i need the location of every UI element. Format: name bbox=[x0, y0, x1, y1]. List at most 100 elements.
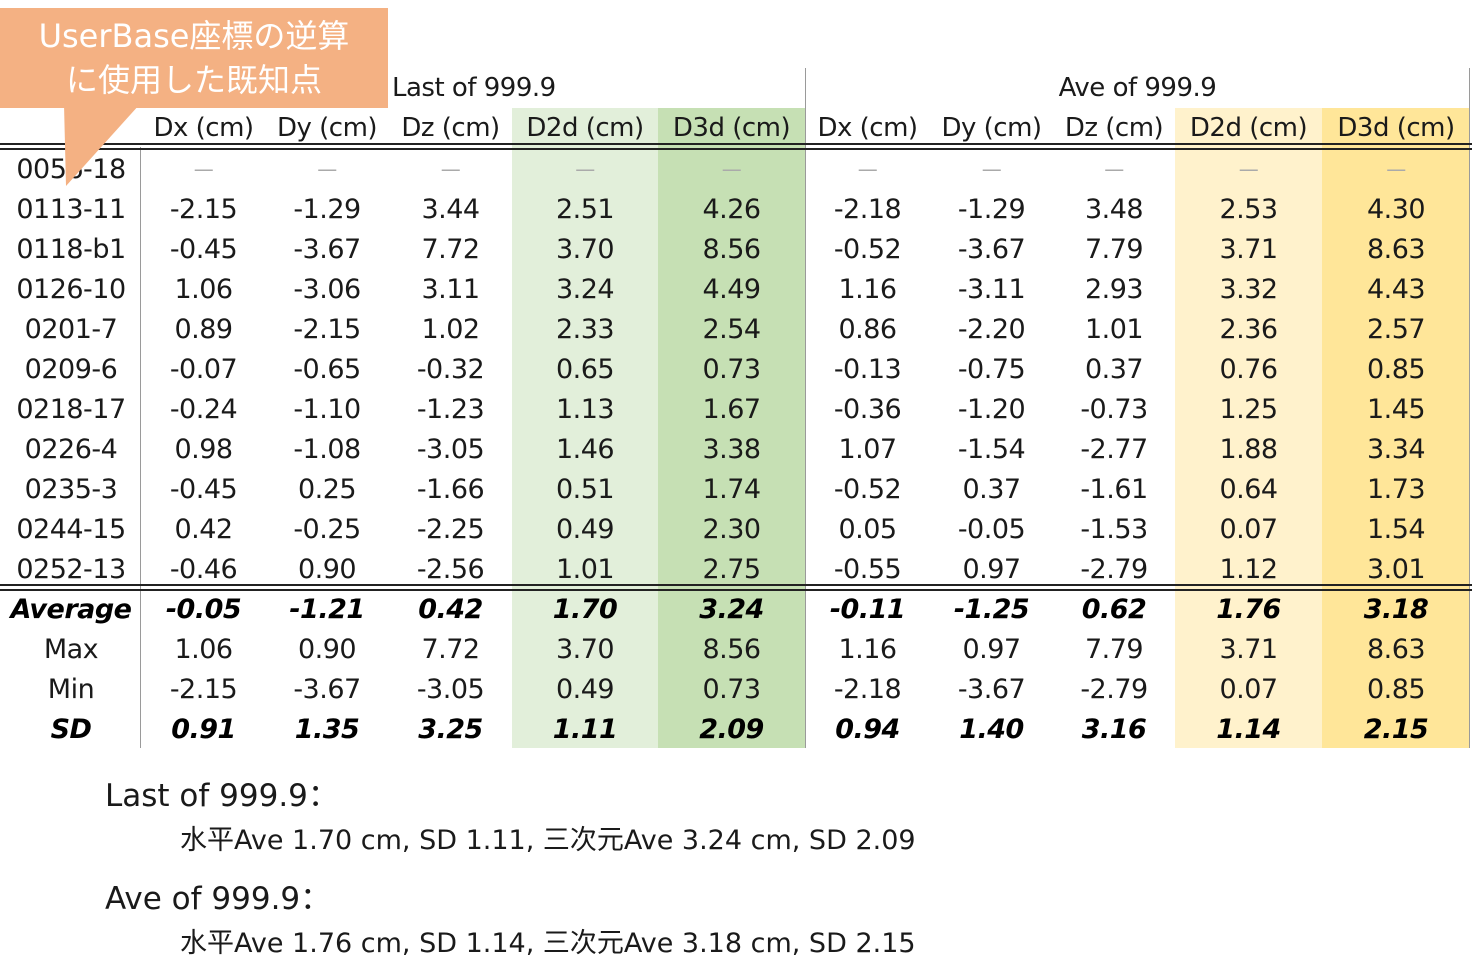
table-cell: — bbox=[857, 157, 878, 181]
table-cell: — bbox=[1104, 157, 1124, 181]
row-id: 0226-4 bbox=[24, 433, 118, 465]
table-cell: -0.05 bbox=[957, 513, 1026, 545]
divider-groups bbox=[805, 68, 806, 748]
table-cell: — bbox=[1238, 157, 1259, 181]
table-cell: — bbox=[193, 157, 214, 181]
table-cell: -0.45 bbox=[169, 233, 238, 265]
stat-cell: 0.94 bbox=[835, 713, 900, 745]
divider-right-edge bbox=[1469, 68, 1470, 748]
table-cell: -0.25 bbox=[293, 513, 361, 545]
table-cell: 1.13 bbox=[555, 393, 615, 425]
row-id: 0218-17 bbox=[16, 393, 126, 425]
stat-cell: -1.21 bbox=[289, 593, 365, 625]
table-cell: 3.71 bbox=[1219, 233, 1278, 265]
table-cell: -0.46 bbox=[169, 553, 238, 585]
table-cell: -2.15 bbox=[169, 193, 238, 225]
table-cell: 0.37 bbox=[962, 473, 1021, 505]
column-header: D2d (cm) bbox=[526, 113, 644, 143]
table-cell: 3.44 bbox=[421, 193, 480, 225]
stat-cell: 0.49 bbox=[555, 673, 615, 705]
summary-title-ave: Ave of 999.9： bbox=[105, 881, 332, 917]
table-cell: -2.25 bbox=[416, 513, 485, 545]
table-cell: 1.12 bbox=[1219, 553, 1278, 585]
table-cell: — bbox=[1386, 157, 1406, 181]
column-header: Dy (cm) bbox=[941, 113, 1042, 143]
stat-cell: -3.67 bbox=[957, 673, 1026, 705]
table-cell: 7.72 bbox=[421, 233, 480, 265]
table-cell: 3.24 bbox=[555, 273, 615, 305]
table-cell: 0.97 bbox=[962, 553, 1021, 585]
row-id: 0201-7 bbox=[24, 313, 118, 345]
table-cell: 3.01 bbox=[1366, 553, 1426, 585]
table-cell: 2.36 bbox=[1219, 313, 1278, 345]
column-header: D2d (cm) bbox=[1189, 113, 1308, 143]
row-id: 0126-10 bbox=[16, 273, 126, 305]
stat-cell: 3.71 bbox=[1219, 633, 1278, 665]
table-cell: 1.01 bbox=[1084, 313, 1144, 345]
table-cell: 8.63 bbox=[1366, 233, 1426, 265]
table-cell: — bbox=[575, 157, 595, 181]
stat-cell: 0.07 bbox=[1219, 673, 1278, 705]
table-cell: -3.67 bbox=[957, 233, 1026, 265]
table-cell: 0.73 bbox=[702, 353, 761, 385]
stat-cell: -1.25 bbox=[953, 593, 1030, 625]
stat-cell: -2.15 bbox=[169, 673, 238, 705]
stat-cell: 0.90 bbox=[297, 633, 357, 665]
table-cell: 1.16 bbox=[838, 273, 897, 305]
table-cell: 0.85 bbox=[1366, 353, 1426, 385]
stat-cell: 1.70 bbox=[552, 593, 618, 625]
summary-title-last: Last of 999.9： bbox=[105, 778, 339, 814]
header-double-rule bbox=[0, 148, 1472, 150]
column-band bbox=[658, 108, 805, 748]
table-cell: -1.61 bbox=[1080, 473, 1148, 505]
stat-cell: 3.25 bbox=[418, 713, 483, 745]
table-cell: -1.10 bbox=[293, 393, 361, 425]
stat-cell: -0.11 bbox=[829, 593, 906, 625]
callout-line-2: に使用した既知点 bbox=[65, 61, 322, 99]
row-id: 0113-11 bbox=[16, 193, 126, 225]
table-cell: 2.57 bbox=[1366, 313, 1426, 345]
column-band bbox=[1175, 108, 1322, 748]
table-cell: -2.18 bbox=[833, 193, 902, 225]
table-cell: 1.45 bbox=[1366, 393, 1426, 425]
table-cell: -1.23 bbox=[416, 393, 485, 425]
stat-label: SD bbox=[50, 713, 92, 745]
table-cell: -1.66 bbox=[416, 473, 485, 505]
table-cell: 1.73 bbox=[1366, 473, 1426, 505]
column-header: D3d (cm) bbox=[1337, 113, 1455, 143]
stat-cell: 3.16 bbox=[1081, 713, 1147, 745]
table-cell: -1.29 bbox=[293, 193, 361, 225]
stat-cell: 1.14 bbox=[1216, 713, 1281, 745]
table-cell: 0.25 bbox=[297, 473, 357, 505]
row-id: 0209-6 bbox=[24, 353, 118, 385]
stat-cell: -0.05 bbox=[165, 593, 242, 625]
table-cell: 4.30 bbox=[1366, 193, 1426, 225]
table-cell: 1.74 bbox=[702, 473, 761, 505]
table-cell: 3.38 bbox=[702, 433, 761, 465]
table-cell: — bbox=[440, 157, 461, 181]
table-cell: 1.88 bbox=[1219, 433, 1278, 465]
stat-cell: -2.18 bbox=[833, 673, 902, 705]
stat-cell: 1.76 bbox=[1216, 593, 1281, 625]
column-band bbox=[512, 108, 658, 748]
stat-cell: 1.40 bbox=[959, 713, 1024, 745]
header-double-rule bbox=[0, 143, 1472, 145]
table-cell: 3.11 bbox=[421, 273, 480, 305]
results-table: Last of 999.9 Ave of 999.9 Dx (cm) Dy (cm) D… bbox=[0, 68, 1472, 748]
stat-cell: 7.79 bbox=[1084, 633, 1144, 665]
stat-cell: 0.62 bbox=[1081, 593, 1147, 625]
summary-detail-ave: 水平Ave 1.76 cm, SD 1.14, 三次元Ave 3.18 cm, … bbox=[180, 928, 916, 959]
table-cell: 2.54 bbox=[702, 313, 761, 345]
table-cell: -3.11 bbox=[957, 273, 1026, 305]
column-header: Dy (cm) bbox=[276, 113, 378, 143]
table-cell: 3.70 bbox=[555, 233, 615, 265]
callout-pointer bbox=[64, 104, 140, 186]
stat-cell: 1.16 bbox=[838, 633, 897, 665]
table-cell: -0.65 bbox=[293, 353, 361, 385]
stat-cell: 2.15 bbox=[1363, 713, 1429, 745]
table-cell: -2.20 bbox=[957, 313, 1026, 345]
stat-cell: 1.35 bbox=[294, 713, 360, 745]
table-cell: 0.98 bbox=[174, 433, 233, 465]
table-cell: -1.29 bbox=[957, 193, 1026, 225]
table-cell: 3.32 bbox=[1219, 273, 1278, 305]
